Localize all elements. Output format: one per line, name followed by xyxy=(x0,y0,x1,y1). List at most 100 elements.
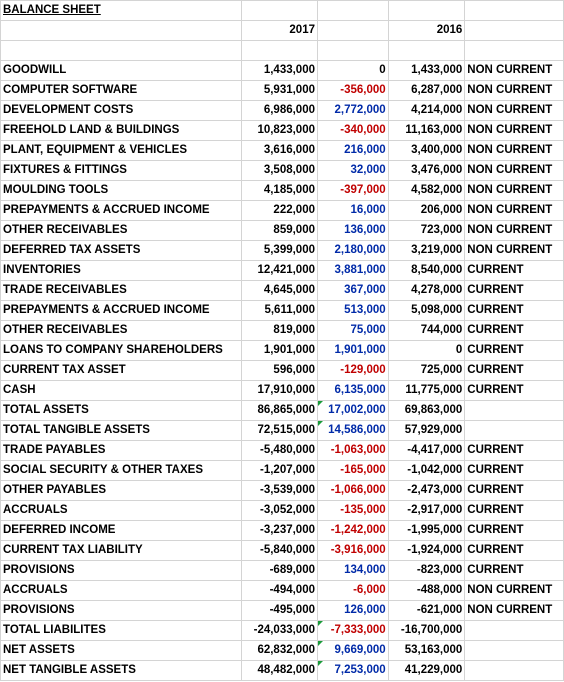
classification-cell[interactable]: CURRENT xyxy=(464,380,564,401)
value-2016-cell[interactable]: 8,540,000 xyxy=(387,260,466,281)
value-2017-cell[interactable]: 3,508,000 xyxy=(241,160,318,181)
value-2016-cell[interactable]: 5,098,000 xyxy=(387,300,466,321)
difference-cell[interactable]: 216,000 xyxy=(317,140,389,161)
account-label-cell[interactable]: OTHER RECEIVABLES xyxy=(0,220,243,241)
value-2017-cell[interactable]: 5,399,000 xyxy=(241,240,318,261)
account-label-cell[interactable]: FREEHOLD LAND & BUILDINGS xyxy=(0,120,243,141)
value-2016-cell[interactable]: 41,229,000 xyxy=(387,660,466,681)
value-2016-cell[interactable]: 3,476,000 xyxy=(387,160,466,181)
account-label-cell[interactable]: DEVELOPMENT COSTS xyxy=(0,100,243,121)
classification-cell[interactable]: CURRENT xyxy=(464,520,564,541)
value-2017-cell[interactable]: 6,986,000 xyxy=(241,100,318,121)
year-2017-header-cell[interactable]: 2017 xyxy=(241,20,318,41)
value-2017-cell[interactable]: -689,000 xyxy=(241,560,318,581)
account-label-cell[interactable]: OTHER PAYABLES xyxy=(0,480,243,501)
value-2017-cell[interactable]: 1,901,000 xyxy=(241,340,318,361)
difference-cell[interactable]: -1,242,000 xyxy=(317,520,389,541)
year-2016-header-cell[interactable]: 2016 xyxy=(387,20,466,41)
classification-cell[interactable]: NON CURRENT xyxy=(464,60,564,81)
classification-cell[interactable]: NON CURRENT xyxy=(464,200,564,221)
difference-cell[interactable]: 32,000 xyxy=(317,160,389,181)
account-label-cell[interactable]: INVENTORIES xyxy=(0,260,243,281)
difference-cell[interactable]: 2,180,000 xyxy=(317,240,389,261)
value-2016-cell[interactable]: -4,417,000 xyxy=(387,440,466,461)
value-2017-cell[interactable]: 5,611,000 xyxy=(241,300,318,321)
account-label-cell[interactable]: DEFERRED TAX ASSETS xyxy=(0,240,243,261)
value-2017-cell[interactable]: 3,616,000 xyxy=(241,140,318,161)
value-2017-cell[interactable]: 10,823,000 xyxy=(241,120,318,141)
difference-cell[interactable]: -6,000 xyxy=(317,580,389,601)
empty-cell[interactable] xyxy=(464,0,564,21)
classification-cell[interactable]: CURRENT xyxy=(464,480,564,501)
classification-cell[interactable]: CURRENT xyxy=(464,260,564,281)
difference-cell[interactable]: -397,000 xyxy=(317,180,389,201)
value-2017-cell[interactable]: 12,421,000 xyxy=(241,260,318,281)
classification-cell[interactable]: CURRENT xyxy=(464,540,564,561)
difference-cell[interactable]: 6,135,000 xyxy=(317,380,389,401)
value-2017-cell[interactable]: -495,000 xyxy=(241,600,318,621)
difference-cell[interactable]: -135,000 xyxy=(317,500,389,521)
account-label-cell[interactable]: CURRENT TAX LIABILITY xyxy=(0,540,243,561)
classification-cell[interactable]: CURRENT xyxy=(464,280,564,301)
value-2016-cell[interactable]: 4,278,000 xyxy=(387,280,466,301)
classification-cell[interactable]: NON CURRENT xyxy=(464,580,564,601)
value-2017-cell[interactable]: -1,207,000 xyxy=(241,460,318,481)
empty-cell[interactable] xyxy=(0,40,243,61)
classification-cell[interactable]: CURRENT xyxy=(464,360,564,381)
account-label-cell[interactable]: PROVISIONS xyxy=(0,600,243,621)
account-label-cell[interactable]: TOTAL ASSETS xyxy=(0,400,243,421)
difference-cell[interactable]: 367,000 xyxy=(317,280,389,301)
difference-cell[interactable]: -3,916,000 xyxy=(317,540,389,561)
account-label-cell[interactable]: SOCIAL SECURITY & OTHER TAXES xyxy=(0,460,243,481)
classification-cell[interactable]: NON CURRENT xyxy=(464,140,564,161)
difference-cell[interactable]: 9,669,000 xyxy=(317,640,389,661)
sheet-title-cell[interactable]: BALANCE SHEET xyxy=(0,0,243,21)
value-2017-cell[interactable]: 4,645,000 xyxy=(241,280,318,301)
classification-cell[interactable]: NON CURRENT xyxy=(464,100,564,121)
classification-cell[interactable]: CURRENT xyxy=(464,340,564,361)
value-2016-cell[interactable]: 53,163,000 xyxy=(387,640,466,661)
value-2016-cell[interactable]: 4,582,000 xyxy=(387,180,466,201)
value-2017-cell[interactable]: -3,052,000 xyxy=(241,500,318,521)
empty-cell[interactable] xyxy=(387,0,466,21)
difference-cell[interactable]: 7,253,000 xyxy=(317,660,389,681)
value-2017-cell[interactable]: 596,000 xyxy=(241,360,318,381)
difference-cell[interactable]: 2,772,000 xyxy=(317,100,389,121)
value-2016-cell[interactable]: 11,775,000 xyxy=(387,380,466,401)
account-label-cell[interactable]: TRADE PAYABLES xyxy=(0,440,243,461)
difference-cell[interactable]: 16,000 xyxy=(317,200,389,221)
difference-cell[interactable]: -356,000 xyxy=(317,80,389,101)
account-label-cell[interactable]: PLANT, EQUIPMENT & VEHICLES xyxy=(0,140,243,161)
value-2016-cell[interactable]: 206,000 xyxy=(387,200,466,221)
value-2017-cell[interactable]: -5,480,000 xyxy=(241,440,318,461)
value-2017-cell[interactable]: 859,000 xyxy=(241,220,318,241)
account-label-cell[interactable]: TRADE RECEIVABLES xyxy=(0,280,243,301)
value-2017-cell[interactable]: 5,931,000 xyxy=(241,80,318,101)
classification-cell[interactable]: NON CURRENT xyxy=(464,600,564,621)
value-2017-cell[interactable]: 4,185,000 xyxy=(241,180,318,201)
classification-cell[interactable]: NON CURRENT xyxy=(464,120,564,141)
value-2017-cell[interactable]: -5,840,000 xyxy=(241,540,318,561)
value-2017-cell[interactable]: 48,482,000 xyxy=(241,660,318,681)
account-label-cell[interactable]: COMPUTER SOFTWARE xyxy=(0,80,243,101)
difference-cell[interactable]: -165,000 xyxy=(317,460,389,481)
classification-cell[interactable] xyxy=(464,660,564,681)
value-2017-cell[interactable]: 86,865,000 xyxy=(241,400,318,421)
difference-cell[interactable]: 14,586,000 xyxy=(317,420,389,441)
classification-cell[interactable]: CURRENT xyxy=(464,320,564,341)
account-label-cell[interactable]: TOTAL TANGIBLE ASSETS xyxy=(0,420,243,441)
empty-cell[interactable] xyxy=(317,0,389,21)
account-label-cell[interactable]: NET ASSETS xyxy=(0,640,243,661)
difference-cell[interactable]: -340,000 xyxy=(317,120,389,141)
empty-cell[interactable] xyxy=(317,40,389,61)
classification-cell[interactable] xyxy=(464,420,564,441)
value-2016-cell[interactable]: 4,214,000 xyxy=(387,100,466,121)
difference-cell[interactable]: 136,000 xyxy=(317,220,389,241)
empty-cell[interactable] xyxy=(387,40,466,61)
difference-cell[interactable]: 126,000 xyxy=(317,600,389,621)
empty-cell[interactable] xyxy=(0,20,243,41)
classification-cell[interactable]: NON CURRENT xyxy=(464,220,564,241)
value-2016-cell[interactable]: -823,000 xyxy=(387,560,466,581)
account-label-cell[interactable]: TOTAL LIABILITES xyxy=(0,620,243,641)
account-label-cell[interactable]: CURRENT TAX ASSET xyxy=(0,360,243,381)
